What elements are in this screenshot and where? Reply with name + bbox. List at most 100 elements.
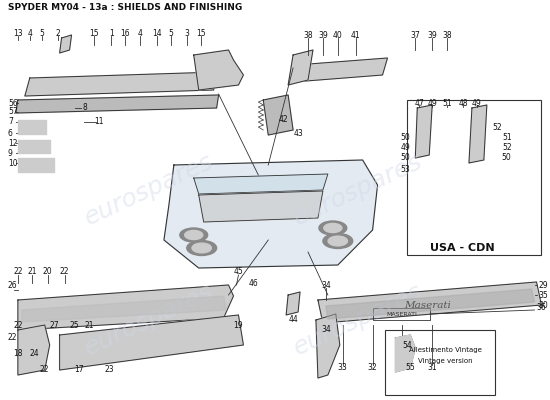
Text: 30: 30 bbox=[538, 300, 548, 310]
Text: 22: 22 bbox=[8, 334, 18, 342]
Ellipse shape bbox=[180, 228, 208, 242]
Text: 40: 40 bbox=[333, 30, 343, 40]
Bar bbox=[408, 100, 542, 255]
Text: 7: 7 bbox=[8, 118, 13, 126]
Text: 52: 52 bbox=[502, 144, 512, 152]
Polygon shape bbox=[286, 292, 300, 315]
Bar bbox=[372, 308, 430, 320]
Text: 10: 10 bbox=[8, 158, 18, 168]
Text: 39: 39 bbox=[318, 30, 328, 40]
Polygon shape bbox=[59, 35, 72, 53]
Text: 55: 55 bbox=[405, 364, 415, 372]
Text: 52: 52 bbox=[492, 124, 502, 132]
Text: 5: 5 bbox=[168, 28, 173, 38]
Text: 49: 49 bbox=[400, 144, 410, 152]
Text: 11: 11 bbox=[95, 118, 104, 126]
Polygon shape bbox=[288, 50, 313, 85]
Text: 14: 14 bbox=[152, 28, 162, 38]
Text: 19: 19 bbox=[234, 320, 243, 330]
Polygon shape bbox=[194, 50, 244, 90]
Text: 43: 43 bbox=[293, 128, 303, 138]
Text: 18: 18 bbox=[13, 348, 23, 358]
Text: 21: 21 bbox=[85, 320, 94, 330]
Text: 22: 22 bbox=[60, 268, 69, 276]
Ellipse shape bbox=[324, 224, 342, 232]
Text: 39: 39 bbox=[427, 30, 437, 40]
Text: 46: 46 bbox=[249, 278, 258, 288]
Text: 15: 15 bbox=[90, 28, 99, 38]
Text: eurospares: eurospares bbox=[289, 280, 426, 360]
Polygon shape bbox=[18, 325, 50, 375]
Text: 27: 27 bbox=[50, 320, 59, 330]
Text: 37: 37 bbox=[410, 30, 420, 40]
Text: 5: 5 bbox=[39, 28, 44, 38]
Text: 51: 51 bbox=[442, 98, 452, 108]
Text: 25: 25 bbox=[70, 320, 79, 330]
Ellipse shape bbox=[319, 221, 346, 235]
Text: 20: 20 bbox=[43, 268, 52, 276]
Text: 50: 50 bbox=[400, 154, 410, 162]
Text: 2: 2 bbox=[55, 28, 60, 38]
Text: 24: 24 bbox=[30, 348, 40, 358]
Polygon shape bbox=[469, 105, 487, 163]
Text: 32: 32 bbox=[368, 364, 377, 372]
Text: eurospares: eurospares bbox=[81, 150, 217, 230]
Text: SPYDER MY04 - 13a : SHIELDS AND FINISHING: SPYDER MY04 - 13a : SHIELDS AND FINISHIN… bbox=[8, 3, 242, 12]
Text: 57: 57 bbox=[8, 108, 18, 116]
Text: 21: 21 bbox=[27, 268, 36, 276]
Text: 31: 31 bbox=[427, 364, 437, 372]
Text: 56: 56 bbox=[8, 98, 18, 108]
Polygon shape bbox=[18, 140, 50, 153]
Text: 34: 34 bbox=[321, 326, 331, 334]
Polygon shape bbox=[164, 160, 377, 268]
Text: 8: 8 bbox=[82, 104, 87, 112]
Polygon shape bbox=[318, 282, 542, 323]
Text: MASERATI: MASERATI bbox=[386, 312, 417, 318]
Text: 3: 3 bbox=[184, 28, 189, 38]
Text: USA - CDN: USA - CDN bbox=[430, 243, 494, 253]
Polygon shape bbox=[263, 95, 293, 135]
Text: 15: 15 bbox=[196, 28, 206, 38]
Text: 34: 34 bbox=[321, 280, 331, 290]
Text: eurospares: eurospares bbox=[289, 150, 426, 230]
Text: 35: 35 bbox=[538, 290, 548, 300]
Text: 41: 41 bbox=[351, 30, 360, 40]
Polygon shape bbox=[194, 174, 328, 194]
Text: 6: 6 bbox=[8, 128, 13, 138]
Text: 26: 26 bbox=[8, 280, 18, 290]
Text: 22: 22 bbox=[13, 268, 23, 276]
Ellipse shape bbox=[192, 243, 211, 253]
Text: 29: 29 bbox=[538, 280, 548, 290]
Text: 4: 4 bbox=[28, 28, 32, 38]
Ellipse shape bbox=[187, 240, 217, 256]
Polygon shape bbox=[59, 315, 244, 370]
Text: 47: 47 bbox=[414, 98, 424, 108]
Ellipse shape bbox=[328, 236, 348, 246]
Text: 50: 50 bbox=[502, 154, 512, 162]
Text: 38: 38 bbox=[303, 30, 313, 40]
Polygon shape bbox=[395, 335, 415, 372]
Text: Maserati: Maserati bbox=[404, 300, 450, 310]
Text: 33: 33 bbox=[338, 364, 348, 372]
Text: Allestimento Vintage: Allestimento Vintage bbox=[409, 347, 482, 353]
Text: 22: 22 bbox=[40, 366, 50, 374]
Text: 4: 4 bbox=[138, 28, 142, 38]
Polygon shape bbox=[415, 105, 432, 158]
Text: 45: 45 bbox=[234, 268, 243, 276]
Polygon shape bbox=[25, 72, 218, 96]
Text: 48: 48 bbox=[458, 98, 468, 108]
Polygon shape bbox=[16, 95, 218, 113]
Text: 13: 13 bbox=[13, 28, 23, 38]
Polygon shape bbox=[22, 296, 227, 322]
Text: 12: 12 bbox=[8, 138, 18, 148]
Polygon shape bbox=[199, 191, 323, 222]
Text: 22: 22 bbox=[13, 320, 23, 330]
Polygon shape bbox=[316, 314, 340, 378]
Text: 53: 53 bbox=[400, 166, 410, 174]
Text: 17: 17 bbox=[75, 366, 84, 374]
Text: eurospares: eurospares bbox=[81, 280, 217, 360]
Text: Vintage version: Vintage version bbox=[418, 358, 472, 364]
Text: 38: 38 bbox=[442, 30, 452, 40]
Text: 23: 23 bbox=[104, 366, 114, 374]
Text: 1: 1 bbox=[109, 28, 114, 38]
